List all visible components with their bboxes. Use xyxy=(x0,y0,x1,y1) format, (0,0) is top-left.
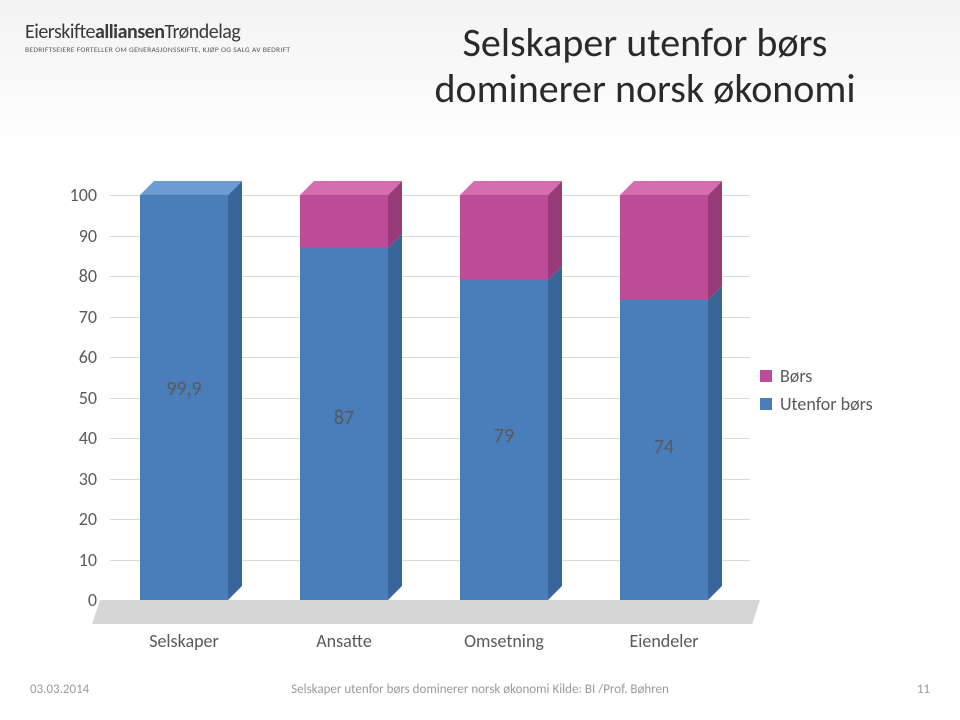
x-tick-label: Eiendeler xyxy=(629,630,698,652)
logo-word2: alliansen xyxy=(95,20,165,44)
bar-side xyxy=(228,181,242,600)
logo-word1: Eierskifte xyxy=(25,20,95,44)
bar-segment-bors xyxy=(620,195,708,300)
x-tick-label: Omsetning xyxy=(464,630,544,652)
logo-block: EierskiftealliansenTrøndelag BEDRIFTSEIE… xyxy=(25,20,335,55)
y-tick-label: 90 xyxy=(79,225,97,247)
y-tick-label: 0 xyxy=(88,589,97,611)
y-tick-label: 20 xyxy=(79,508,97,530)
bar-side xyxy=(708,286,722,600)
chart-floor xyxy=(92,600,760,624)
bar-value-label: 87 xyxy=(334,406,354,430)
x-tick-label: Ansatte xyxy=(316,630,372,652)
bar-top xyxy=(620,181,722,195)
bar-top xyxy=(460,181,562,195)
bar-top xyxy=(140,181,242,195)
bar-segment-bors xyxy=(300,195,388,248)
legend-label: Utenfor børs xyxy=(780,393,873,415)
y-tick-label: 60 xyxy=(79,346,97,368)
y-axis-labels: 0102030405060708090100 xyxy=(50,195,105,600)
legend-label: Børs xyxy=(780,365,812,387)
y-tick-label: 40 xyxy=(79,427,97,449)
logo-main: EierskiftealliansenTrøndelag xyxy=(25,20,335,44)
legend-item: Utenfor børs xyxy=(760,393,910,415)
title-line1: Selskaper utenfor børs xyxy=(370,20,920,66)
y-tick-label: 70 xyxy=(79,306,97,328)
chart-container: 0102030405060708090100 99,9877974 Selska… xyxy=(50,175,910,645)
y-tick-label: 50 xyxy=(79,387,97,409)
x-axis-labels: Selskaper Ansatte Omsetning Eiendeler xyxy=(110,630,750,660)
bar-value-label: 79 xyxy=(494,424,514,448)
bar-value-label: 99,9 xyxy=(166,377,201,401)
x-tick-label: Selskaper xyxy=(149,630,219,652)
footer-page: 11 xyxy=(917,682,930,697)
slide-title: Selskaper utenfor børs dominerer norsk ø… xyxy=(370,20,920,112)
y-tick-label: 80 xyxy=(79,265,97,287)
bar-top xyxy=(300,181,402,195)
legend-item: Børs xyxy=(760,365,910,387)
bar-value-label: 74 xyxy=(654,435,674,459)
title-line2: dominerer norsk økonomi xyxy=(370,66,920,112)
logo-word3: Trøndelag xyxy=(164,20,240,44)
plot-area: 99,9 87 79 74 xyxy=(110,195,750,600)
footer-date: 03.03.2014 xyxy=(30,682,89,697)
bar-segment-bors xyxy=(460,195,548,280)
footer: 03.03.2014 Selskaper utenfor børs domine… xyxy=(0,682,960,702)
y-tick-label: 10 xyxy=(79,549,97,571)
bar-side xyxy=(708,181,722,300)
y-tick-label: 100 xyxy=(70,184,97,206)
legend: Børs Utenfor børs xyxy=(760,365,910,421)
y-tick-label: 30 xyxy=(79,468,97,490)
footer-source: Selskaper utenfor børs dominerer norsk ø… xyxy=(291,682,669,697)
bar-side xyxy=(548,181,562,280)
logo-subtitle: BEDRIFTSEIERE FORTELLER OM GENERASJONSSK… xyxy=(25,46,335,55)
legend-swatch xyxy=(760,398,772,410)
legend-swatch xyxy=(760,370,772,382)
bar-side xyxy=(388,234,402,600)
bar-side xyxy=(548,266,562,600)
